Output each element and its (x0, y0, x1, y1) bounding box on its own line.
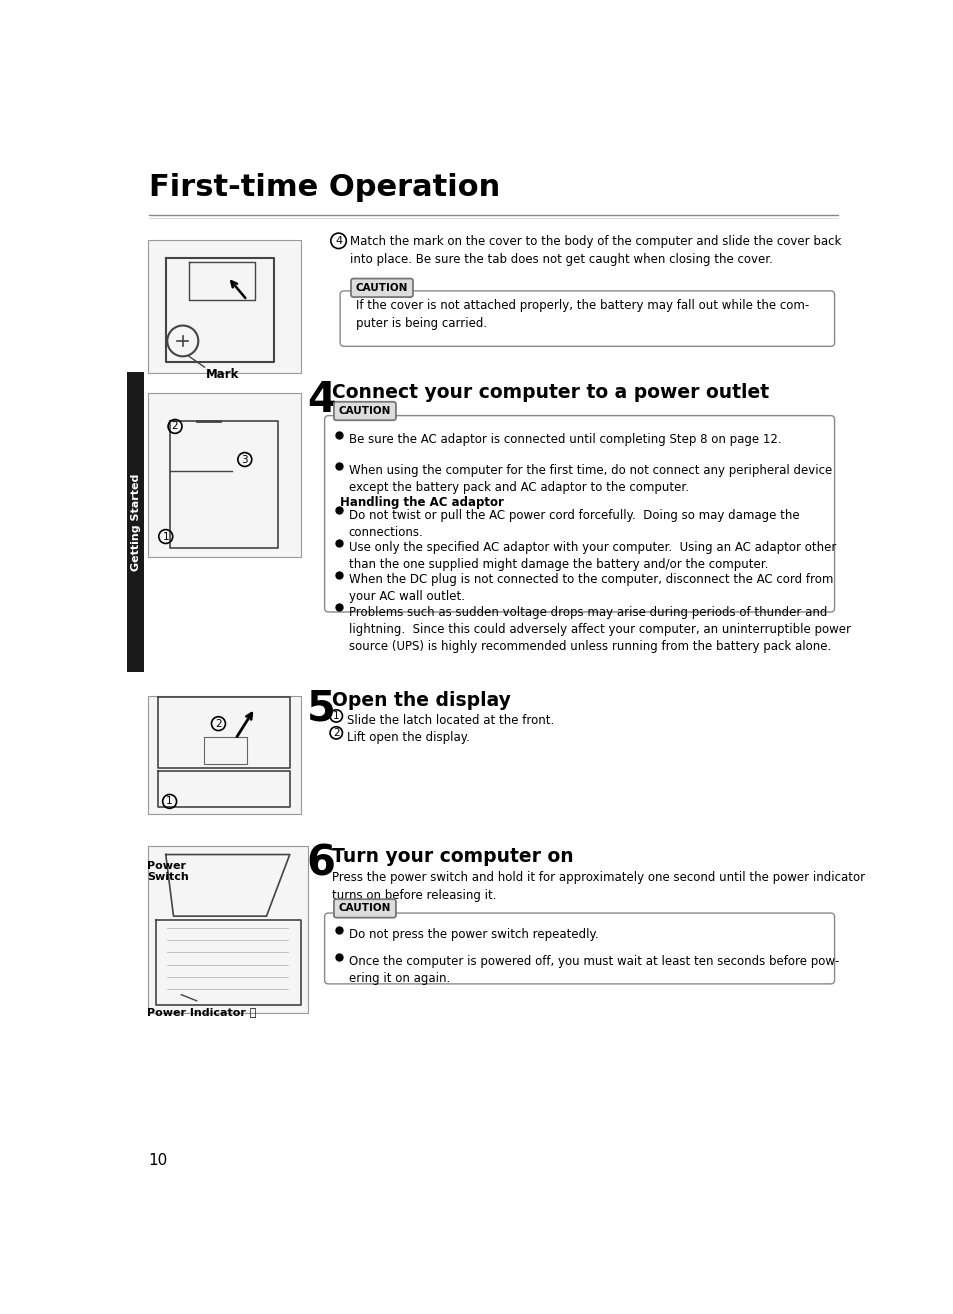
Text: Handling the AC adaptor: Handling the AC adaptor (340, 497, 503, 510)
Text: Power Indicator ⓘ: Power Indicator ⓘ (147, 1007, 256, 1017)
Text: CAUTION: CAUTION (338, 904, 391, 913)
Text: Turn your computer on: Turn your computer on (332, 846, 574, 866)
Text: 4: 4 (335, 235, 342, 246)
Text: Problems such as sudden voltage drops may arise during periods of thunder and
li: Problems such as sudden voltage drops ma… (348, 606, 850, 653)
Text: CAUTION: CAUTION (355, 283, 408, 293)
Text: 6: 6 (307, 844, 335, 886)
Text: 1: 1 (333, 711, 339, 721)
Text: 4: 4 (307, 378, 335, 420)
FancyBboxPatch shape (334, 402, 395, 420)
FancyBboxPatch shape (148, 846, 308, 1013)
Text: Mark: Mark (206, 368, 239, 381)
Text: Press the power switch and hold it for approximately one second until the power : Press the power switch and hold it for a… (332, 871, 864, 903)
Text: CAUTION: CAUTION (338, 406, 391, 417)
FancyBboxPatch shape (334, 899, 395, 917)
Text: 5: 5 (307, 687, 335, 729)
FancyBboxPatch shape (340, 290, 834, 347)
Text: 2: 2 (172, 422, 178, 431)
Text: Use only the specified AC adaptor with your computer.  Using an AC adaptor other: Use only the specified AC adaptor with y… (348, 541, 835, 572)
Text: 10: 10 (149, 1152, 168, 1168)
Text: Power
Switch: Power Switch (147, 861, 189, 882)
Text: Slide the latch located at the front.: Slide the latch located at the front. (347, 715, 554, 728)
Text: Open the display: Open the display (332, 691, 511, 711)
Text: 2: 2 (333, 728, 339, 738)
Text: When the DC plug is not connected to the computer, disconnect the AC cord from
y: When the DC plug is not connected to the… (348, 573, 832, 603)
Text: Once the computer is powered off, you must wait at least ten seconds before pow-: Once the computer is powered off, you mu… (348, 955, 838, 986)
Text: Do not press the power switch repeatedly.: Do not press the power switch repeatedly… (348, 929, 598, 941)
Bar (127, 372, 144, 671)
FancyBboxPatch shape (148, 240, 300, 372)
Text: When using the computer for the first time, do not connect any peripheral device: When using the computer for the first ti… (348, 464, 831, 494)
Text: Lift open the display.: Lift open the display. (347, 732, 470, 744)
FancyBboxPatch shape (324, 913, 834, 984)
Text: 2: 2 (215, 719, 221, 729)
Text: 3: 3 (241, 455, 248, 465)
Text: Match the mark on the cover to the body of the computer and slide the cover back: Match the mark on the cover to the body … (350, 235, 841, 265)
FancyBboxPatch shape (148, 393, 300, 557)
FancyBboxPatch shape (351, 279, 413, 297)
Text: If the cover is not attached properly, the battery may fall out while the com-
p: If the cover is not attached properly, t… (355, 298, 808, 330)
Text: 1: 1 (166, 796, 172, 807)
Text: Be sure the AC adaptor is connected until completing Step 8 on page 12.: Be sure the AC adaptor is connected unti… (348, 434, 781, 447)
Text: Do not twist or pull the AC power cord forcefully.  Doing so may damage the
conn: Do not twist or pull the AC power cord f… (348, 509, 799, 539)
FancyBboxPatch shape (148, 696, 300, 813)
FancyBboxPatch shape (324, 415, 834, 612)
Text: First-time Operation: First-time Operation (149, 173, 499, 202)
Text: 1: 1 (162, 532, 169, 541)
Text: Connect your computer to a power outlet: Connect your computer to a power outlet (332, 382, 769, 402)
Text: Getting Started: Getting Started (131, 473, 140, 570)
